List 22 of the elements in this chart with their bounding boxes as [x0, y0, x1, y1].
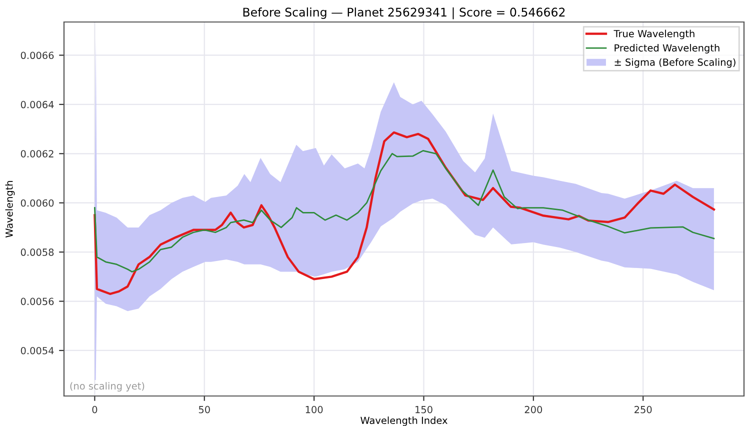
y-tick-label: 0.0066: [20, 52, 54, 60]
legend-label: ± Sigma (Before Scaling): [614, 58, 736, 68]
x-axis-title: Wavelength Index: [360, 416, 448, 426]
y-tick-label: 0.0058: [20, 248, 54, 256]
x-tick-label: 200: [524, 406, 542, 414]
line-series: [94, 131, 716, 295]
y-tick-label: 0.0060: [20, 199, 54, 207]
y-tick-label: 0.0064: [20, 100, 54, 108]
y-axis-title: Wavelength: [5, 180, 15, 238]
x-tick-label: 250: [634, 406, 652, 414]
x-tick-label: 50: [198, 406, 210, 414]
y-tick-label: 0.0054: [20, 346, 54, 354]
x-tick-label: 0: [92, 406, 98, 414]
line-series: [94, 150, 715, 272]
chart-title: Before Scaling — Planet 25629341 | Score = 0.546662: [243, 7, 565, 20]
x-tick-label: 100: [306, 406, 323, 414]
annotation: (no scaling yet): [70, 382, 144, 392]
y-tick-label: 0.0056: [20, 298, 54, 306]
legend-label: Predicted Wavelength: [614, 44, 720, 54]
legend-label: True Wavelength: [614, 30, 694, 40]
y-tick-label: 0.0062: [20, 150, 54, 158]
x-tick-label: 150: [416, 406, 432, 414]
